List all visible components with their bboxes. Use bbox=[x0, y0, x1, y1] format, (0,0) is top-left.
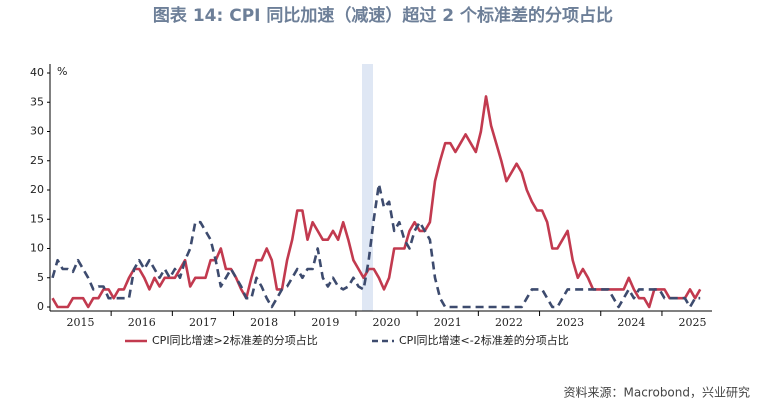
x-tick-label: 2015 bbox=[67, 316, 95, 329]
y-tick-label: 35 bbox=[30, 95, 44, 108]
legend-label: CPI同比增速>2标准差的分项占比 bbox=[152, 333, 318, 347]
x-tick-label: 2018 bbox=[250, 316, 278, 329]
y-tick-label: 15 bbox=[30, 212, 44, 225]
y-tick-label: 5 bbox=[37, 271, 44, 284]
legend-label: CPI同比增速<-2标准差的分项占比 bbox=[399, 333, 569, 347]
x-tick-label: 2022 bbox=[495, 316, 523, 329]
x-tick-label: 2021 bbox=[434, 316, 462, 329]
x-tick-label: 2020 bbox=[373, 316, 401, 329]
x-tick-label: 2023 bbox=[556, 316, 584, 329]
x-tick-label: 2025 bbox=[679, 316, 707, 329]
x-tick-label: 2016 bbox=[128, 316, 156, 329]
series-line bbox=[51, 95, 702, 309]
y-unit: % bbox=[57, 65, 67, 78]
y-tick-label: 0 bbox=[37, 300, 44, 313]
y-tick-label: 25 bbox=[30, 154, 44, 167]
series-line bbox=[51, 182, 701, 309]
source-note: 资料来源：Macrobond，兴业研究 bbox=[564, 385, 751, 400]
x-tick-label: 2017 bbox=[189, 316, 217, 329]
x-tick-label: 2019 bbox=[311, 316, 339, 329]
chart-title: 图表 14: CPI 同比加速（减速）超过 2 个标准差的分项占比 bbox=[153, 5, 613, 26]
y-tick-label: 30 bbox=[30, 125, 44, 138]
shaded-period bbox=[362, 64, 373, 311]
y-tick-label: 20 bbox=[30, 183, 44, 196]
x-tick-label: 2024 bbox=[617, 316, 645, 329]
y-tick-label: 40 bbox=[30, 66, 44, 79]
y-tick-label: 10 bbox=[30, 242, 44, 255]
